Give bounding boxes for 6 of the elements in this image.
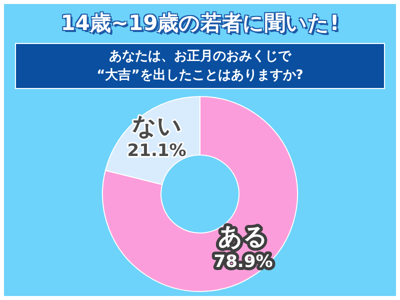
data-label: 21.1% (127, 141, 186, 162)
data-label: 78.9% (214, 252, 273, 272)
chart-title: 14歳~19歳の若者に聞いた! (60, 10, 340, 36)
slice-label: ない (132, 112, 182, 140)
slice-label: ある (218, 222, 268, 251)
chart-subtitle: あなたは、お正月のおみくじで “大吉”を出したことはありますか? (15, 43, 385, 89)
